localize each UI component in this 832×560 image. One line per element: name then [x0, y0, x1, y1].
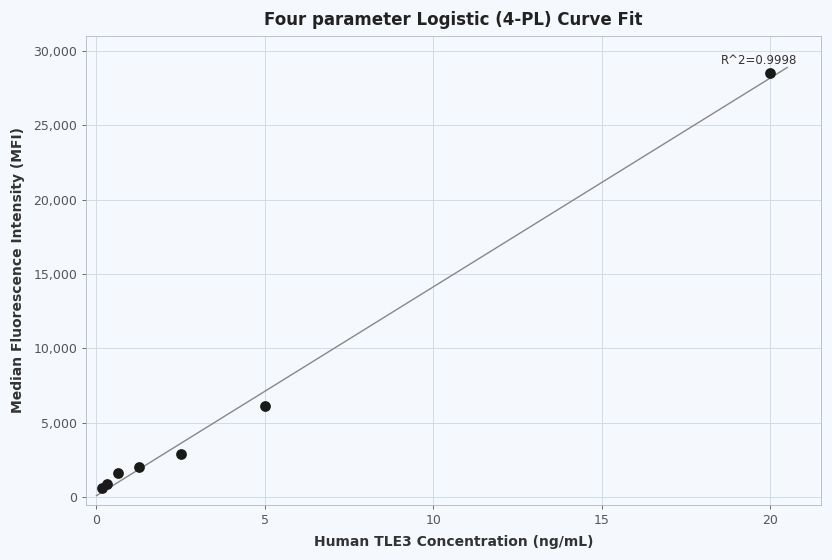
Point	[258, 402, 271, 411]
Text: R^2=0.9998: R^2=0.9998	[721, 54, 797, 67]
X-axis label: Human TLE3 Concentration (ng/mL): Human TLE3 Concentration (ng/mL)	[314, 535, 593, 549]
Point	[132, 463, 146, 472]
Point	[95, 484, 108, 493]
Point	[101, 479, 114, 488]
Point	[764, 69, 777, 78]
Point	[111, 469, 124, 478]
Y-axis label: Median Fluorescence Intensity (MFI): Median Fluorescence Intensity (MFI)	[11, 127, 25, 413]
Point	[174, 450, 187, 459]
Title: Four parameter Logistic (4-PL) Curve Fit: Four parameter Logistic (4-PL) Curve Fit	[265, 11, 643, 29]
